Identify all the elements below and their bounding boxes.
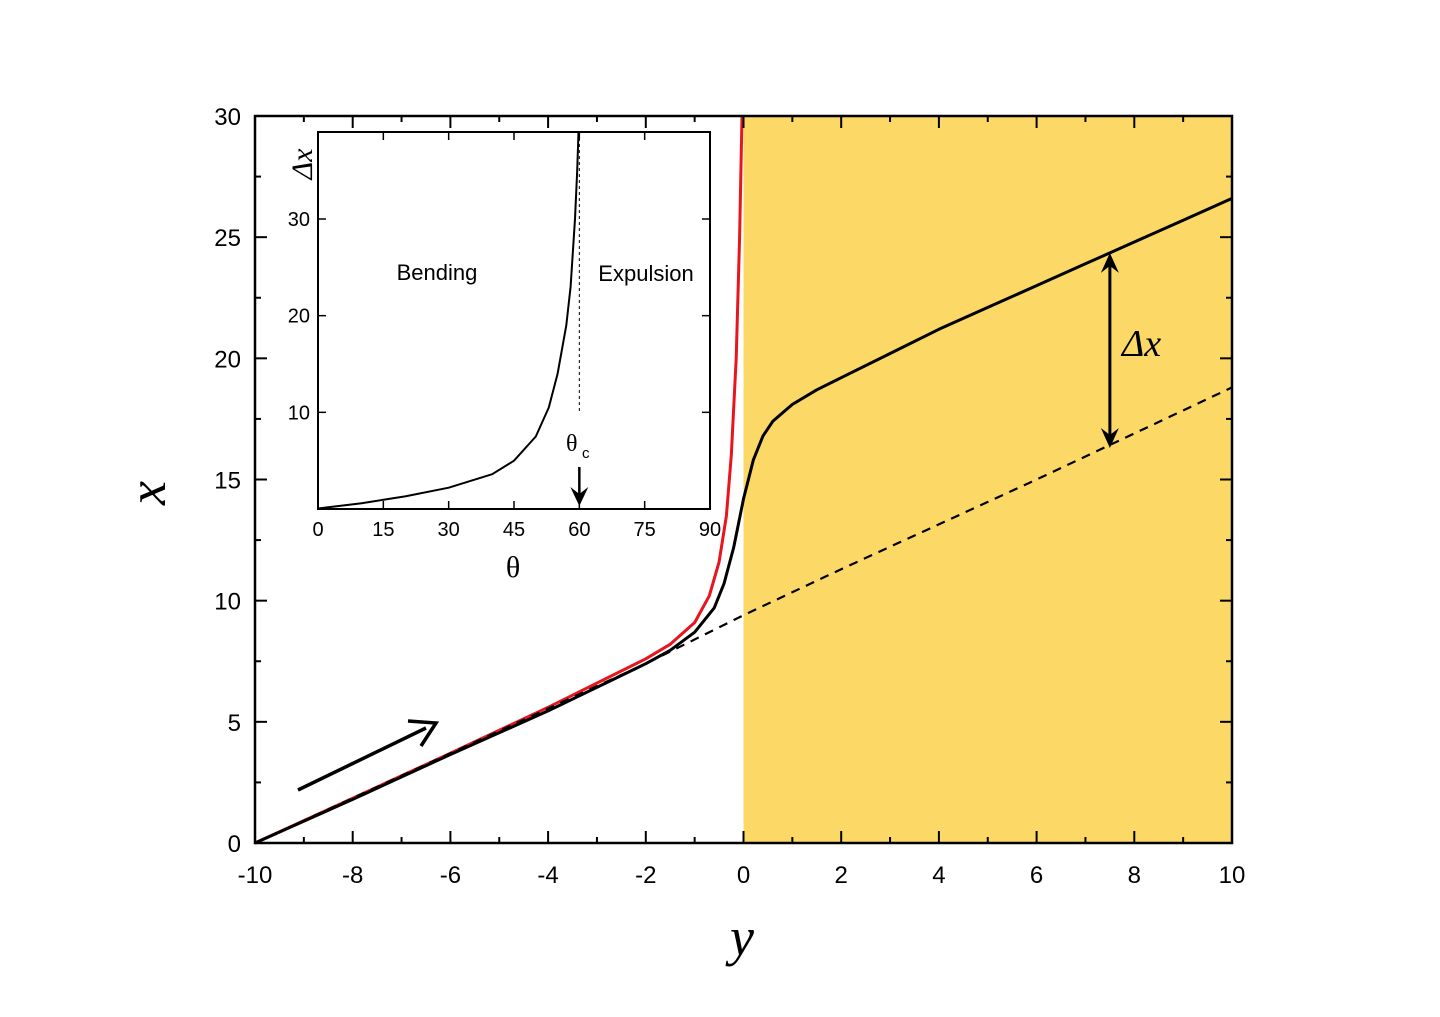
- inset-x-tick-label: 75: [634, 519, 656, 541]
- theta-c-label: θ: [566, 431, 578, 457]
- x-tick-label: 6: [1030, 862, 1043, 889]
- y-tick-label: 25: [214, 225, 241, 252]
- inset-x-tick-label: 0: [312, 519, 323, 541]
- inset-plot-frame: [317, 131, 711, 510]
- y-tick-label: 5: [228, 710, 241, 737]
- delta-x-arrow-head-bottom: [1100, 427, 1119, 448]
- inset-x-tick-label: 60: [568, 519, 590, 541]
- main-y-ticks: 0 5 10 15 20 25 30: [214, 104, 1232, 858]
- y-axis-title: x: [117, 481, 177, 506]
- inset-x-tick-label: 30: [438, 519, 460, 541]
- inset-series: [317, 131, 589, 510]
- delta-x-arrow-head-top: [1100, 252, 1119, 273]
- inset-series-line: [317, 131, 580, 510]
- x-tick-label: 4: [932, 862, 945, 889]
- x-tick-label: -4: [537, 862, 558, 889]
- x-tick-label: 0: [737, 862, 750, 889]
- x-tick-label: -8: [342, 862, 363, 889]
- x-tick-label: 10: [1219, 862, 1246, 889]
- x-axis-title: y: [725, 907, 754, 967]
- inset-y-tick-label: 10: [288, 402, 310, 424]
- x-tick-label: 2: [835, 862, 848, 889]
- inset-y-ticks: 10 20 30: [288, 209, 710, 424]
- main-x-ticks: -10 -8 -6 -4 -2 0 2 4 6 8 10: [238, 116, 1246, 889]
- direction-arrow-head: [407, 719, 440, 747]
- shaded-region: [743, 116, 1232, 843]
- inset-x-ticks: 0 15 30 45 60 75 90: [312, 132, 721, 541]
- y-tick-label: 20: [214, 346, 241, 373]
- main-series: [254, 115, 1233, 845]
- main-annotations: [297, 252, 1119, 792]
- inset-y-tick-label: 20: [288, 306, 310, 328]
- x-tick-label: -10: [238, 862, 273, 889]
- inset-x-tick-label: 15: [372, 519, 394, 541]
- delta-x-label: Δx: [1120, 323, 1161, 365]
- inset-y-axis-title: Δx: [286, 148, 319, 181]
- bending-label: Bending: [397, 260, 478, 285]
- direction-arrow-shaft: [297, 726, 427, 792]
- inset-x-axis-title: θ: [506, 551, 520, 584]
- y-tick-label: 10: [214, 589, 241, 616]
- main-series-dashed-black: [254, 386, 1233, 844]
- critical-arrow-head: [570, 487, 589, 506]
- theta-c-subscript: c: [582, 445, 590, 462]
- x-tick-label: 8: [1128, 862, 1141, 889]
- inset-x-tick-label: 90: [699, 519, 721, 541]
- inset-y-tick-label: 30: [288, 209, 310, 231]
- expulsion-label: Expulsion: [598, 261, 693, 286]
- x-tick-label: -2: [635, 862, 656, 889]
- y-tick-label: 0: [228, 831, 241, 858]
- x-tick-label: -6: [440, 862, 461, 889]
- inset-x-tick-label: 45: [503, 519, 525, 541]
- theta-c-marker: θ c: [566, 431, 590, 462]
- y-tick-label: 30: [214, 104, 241, 131]
- y-tick-label: 15: [214, 468, 241, 495]
